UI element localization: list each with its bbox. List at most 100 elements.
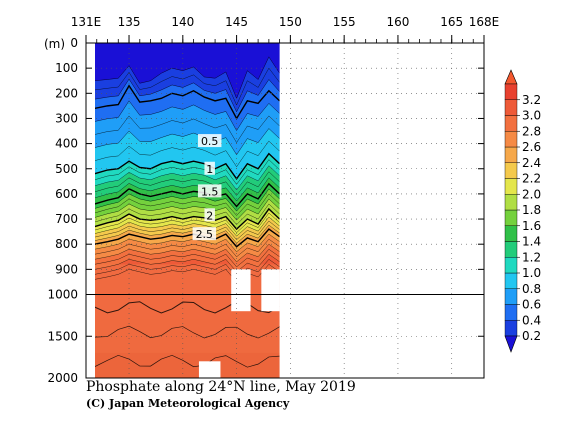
colorbar-swatch bbox=[504, 115, 518, 132]
colorbar-label: 1.8 bbox=[522, 203, 541, 217]
contour-line bbox=[95, 171, 280, 196]
colorbar: 0.2 0.40.6 0.8 1.0 1.21.4 1.6 1.8 2.02.2 2.4 2.6 2… bbox=[504, 69, 541, 353]
plot-frame bbox=[85, 42, 485, 379]
colorbar-label: 1.2 bbox=[522, 250, 541, 264]
contour-line bbox=[95, 67, 280, 106]
y-tick-label: 100 bbox=[55, 61, 78, 75]
colorbar-swatch bbox=[504, 288, 518, 305]
data-field bbox=[95, 43, 280, 378]
contour-line bbox=[95, 177, 280, 202]
y-tick-label: 0 bbox=[70, 36, 78, 50]
x-tick-label: 150 bbox=[279, 15, 302, 29]
contour-line bbox=[95, 100, 280, 132]
y-tick-label: 800 bbox=[55, 237, 78, 251]
x-tick-label: 160 bbox=[386, 15, 409, 29]
contour-line bbox=[95, 212, 280, 233]
x-tick-label: 155 bbox=[333, 15, 356, 29]
contour-label-bg bbox=[204, 161, 215, 175]
x-tick-label: 168E bbox=[469, 15, 500, 29]
colorbar-label: 2.0 bbox=[522, 187, 541, 201]
contour-label: 1.5 bbox=[201, 185, 219, 198]
colorbar-label: 3.2 bbox=[522, 93, 541, 107]
grid-dots bbox=[86, 43, 484, 378]
colorbar-swatch bbox=[504, 162, 518, 179]
contour-label-bg bbox=[197, 134, 222, 148]
contour-line bbox=[95, 193, 280, 216]
missing-data-block bbox=[231, 269, 251, 312]
contour-line bbox=[95, 159, 280, 185]
contour-line bbox=[95, 224, 280, 244]
x-tick-label: 145 bbox=[225, 15, 248, 29]
contour-label: 2.5 bbox=[196, 228, 214, 241]
contour-label-bg bbox=[197, 184, 222, 198]
colorbar-label: 1.6 bbox=[522, 219, 541, 233]
colorbar-swatch bbox=[504, 257, 518, 274]
contour-line bbox=[95, 233, 280, 253]
contour-label: 0.5 bbox=[201, 135, 219, 148]
contour-line bbox=[95, 216, 280, 237]
contour-label: 1 bbox=[206, 163, 213, 176]
contour-line bbox=[95, 220, 280, 241]
contour-line bbox=[95, 152, 280, 181]
colorbar-label: 2.6 bbox=[522, 140, 541, 154]
contour-line bbox=[95, 228, 280, 248]
contour-line bbox=[95, 115, 280, 144]
colorbar-label: 0.4 bbox=[522, 313, 541, 327]
y-tick-label: 200 bbox=[55, 86, 78, 100]
colorbar-label: 0.6 bbox=[522, 298, 541, 312]
x-tick-label: 131E bbox=[71, 15, 102, 29]
colorbar-swatch bbox=[504, 272, 518, 289]
missing-data-block bbox=[261, 269, 280, 312]
y-tick-label: 600 bbox=[55, 187, 78, 201]
contour-line bbox=[95, 253, 280, 273]
contour-line bbox=[95, 140, 280, 168]
y-tick-label: 400 bbox=[55, 137, 78, 151]
contour-line bbox=[95, 354, 280, 368]
y-tick-label: 500 bbox=[55, 162, 78, 176]
chart-title: Phosphate along 24°N line, May 2019 bbox=[86, 379, 356, 395]
contour-line bbox=[95, 56, 280, 100]
contour-line bbox=[95, 182, 280, 208]
y-tick-label: 700 bbox=[55, 212, 78, 226]
contour-line bbox=[95, 248, 280, 268]
contour-line bbox=[95, 84, 280, 120]
y-tick-label: 300 bbox=[55, 111, 78, 125]
colorbar-label: 0.2 bbox=[522, 329, 541, 343]
colorbar-label: 2.8 bbox=[522, 124, 541, 138]
empty-region bbox=[279, 43, 280, 378]
contour-line bbox=[95, 258, 280, 278]
colorbar-swatch bbox=[504, 99, 518, 116]
colorbar-label: 1.4 bbox=[522, 235, 541, 249]
y-tick-label: 1500 bbox=[47, 329, 78, 343]
y-tick-label: 900 bbox=[55, 262, 78, 276]
contour-line bbox=[95, 207, 280, 231]
x-tick-label: 135 bbox=[118, 15, 141, 29]
contour-line bbox=[95, 325, 280, 339]
colorbar-swatch bbox=[504, 83, 518, 100]
y-tick-label: 1000 bbox=[47, 288, 78, 302]
credit-text: (C) Japan Meteorological Agency bbox=[86, 397, 290, 410]
colorbar-label: 2.2 bbox=[522, 172, 541, 186]
contour-line bbox=[95, 165, 280, 191]
contour-label-bg bbox=[204, 208, 215, 222]
colorbar-swatch bbox=[504, 146, 518, 163]
colorbar-above-arrow bbox=[504, 69, 518, 85]
x-tick-label: 165 bbox=[440, 15, 463, 29]
x-tick-label: 140 bbox=[171, 15, 194, 29]
contour-line bbox=[95, 203, 280, 225]
axes: 131E 135 140 145 150 155 160 165 168E 0 100 200 300 4… bbox=[47, 15, 499, 385]
colorbar-label: 3.0 bbox=[522, 109, 541, 123]
missing-data-block bbox=[198, 361, 221, 378]
colorbar-label: 2.4 bbox=[522, 156, 541, 170]
colorbar-swatch bbox=[504, 320, 518, 337]
contour-line bbox=[95, 188, 280, 212]
colorbar-swatch bbox=[504, 178, 518, 195]
contour-labels: 0.5 1 1.5 2 2.5 bbox=[192, 134, 222, 241]
contour-line bbox=[95, 78, 280, 113]
colorbar-swatch bbox=[504, 225, 518, 242]
colorbar-swatch bbox=[504, 194, 518, 211]
colorbar-label: 0.8 bbox=[522, 282, 541, 296]
contour-line bbox=[95, 243, 280, 263]
colorbar-swatch bbox=[504, 304, 518, 321]
